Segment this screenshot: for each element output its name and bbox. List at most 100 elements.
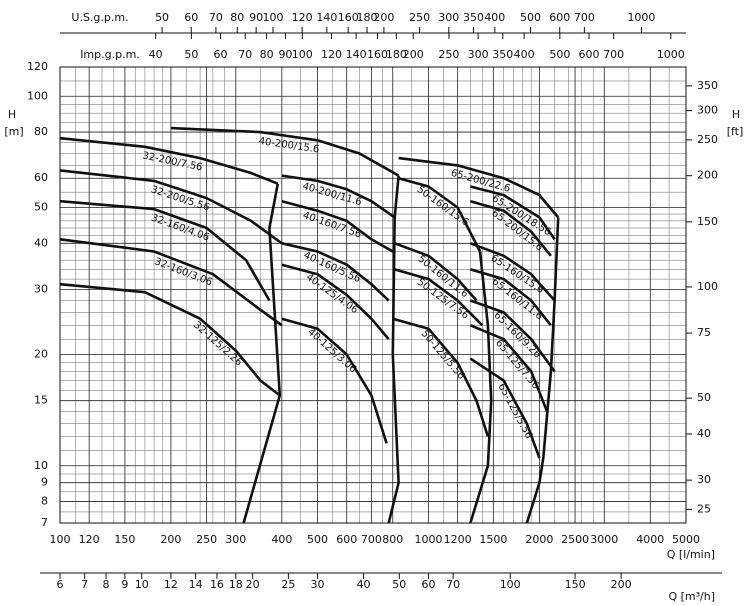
y2-tick-label: 30 — [697, 473, 711, 486]
top-tick-label: 140 — [346, 48, 367, 61]
pump-curve — [59, 238, 283, 327]
x-tick-label: 800 — [382, 533, 403, 546]
y2-tick-label: 350 — [697, 79, 718, 92]
y-tick-label: 30 — [34, 282, 48, 295]
x-tick-label: 300 — [225, 533, 246, 546]
pump-curve — [469, 242, 556, 302]
x-tick-label: 2000 — [525, 533, 553, 546]
top-tick-label: 500 — [549, 48, 570, 61]
x-tick-label: 500 — [307, 533, 328, 546]
top-tick-label: 80 — [230, 11, 244, 24]
limit-line — [242, 183, 282, 524]
x-tick-label: 5000 — [672, 533, 700, 546]
x-tick-label: 250 — [196, 533, 217, 546]
y2-tick-label: 75 — [697, 326, 711, 339]
top-tick-label: 160 — [338, 11, 359, 24]
y-tick-label: 100 — [27, 89, 48, 102]
top-tick-label: 1000 — [627, 11, 655, 24]
x-tick-label: 1500 — [479, 533, 507, 546]
top-tick-label: 120 — [321, 48, 342, 61]
y-tick-label: 8 — [41, 495, 48, 508]
limit-line — [469, 251, 493, 524]
top-tick-label: 300 — [468, 48, 489, 61]
x-tick-label: 120 — [79, 533, 100, 546]
pump-curve — [281, 174, 396, 219]
x2-tick-label: 8 — [103, 578, 110, 591]
top-tick-label: 80 — [260, 48, 274, 61]
pump-curve — [281, 263, 390, 341]
top-tick-label: 140 — [316, 11, 337, 24]
x2-tick-label: 70 — [446, 578, 460, 591]
top-tick-label: 50 — [184, 48, 198, 61]
x-tick-label: 200 — [160, 533, 181, 546]
x2-tick-label: 200 — [611, 578, 632, 591]
limit-line — [525, 217, 560, 524]
top-tick-label: 350 — [492, 48, 513, 61]
y2-tick-label: 25 — [697, 502, 711, 515]
y-tick-label: 120 — [27, 60, 48, 73]
top-tick-label: 90 — [278, 48, 292, 61]
x-tick-label: 600 — [336, 533, 357, 546]
y-axis-title: H — [8, 108, 16, 121]
x-tick-label: 1000 — [414, 533, 442, 546]
x2-tick-label: 60 — [421, 578, 435, 591]
x-tick-label: 2500 — [561, 533, 589, 546]
x2-tick-label: 16 — [210, 578, 224, 591]
top-tick-label: 1000 — [657, 48, 685, 61]
top-tick-label: 200 — [403, 48, 424, 61]
y2-tick-label: 200 — [697, 169, 718, 182]
y-tick-label: 7 — [41, 516, 48, 529]
top-tick-label: 180 — [386, 48, 407, 61]
x2-tick-label: 150 — [565, 578, 586, 591]
pump-curve — [469, 324, 549, 413]
plot-frame — [59, 66, 687, 524]
x2-tick-label: 18 — [229, 578, 243, 591]
top-tick-label: 160 — [367, 48, 388, 61]
pump-curve — [59, 169, 283, 245]
y2-tick-label: 300 — [697, 104, 718, 117]
top-tick-label: 250 — [409, 11, 430, 24]
x2-tick-label: 9 — [121, 578, 128, 591]
x2-tick-label: 6 — [57, 578, 64, 591]
pump-curve — [394, 268, 484, 327]
x2-tick-label: 30 — [311, 578, 325, 591]
y2-tick-label: 40 — [697, 427, 711, 440]
x-tick-label: 700 — [361, 533, 382, 546]
y-tick-label: 50 — [34, 200, 48, 213]
x2-tick-label: 50 — [392, 578, 406, 591]
y-tick-label: 15 — [34, 394, 48, 407]
top-tick-label: 70 — [238, 48, 252, 61]
pump-curve — [398, 176, 482, 253]
pump-curve — [470, 199, 552, 257]
pump-curve — [170, 126, 400, 177]
y-tick-label: 40 — [34, 236, 48, 249]
pump-curve — [281, 317, 388, 444]
limit-line — [387, 175, 400, 524]
x-tick-label: 400 — [271, 533, 292, 546]
top-tick-label: 400 — [514, 48, 535, 61]
pump-curve — [59, 282, 281, 397]
top-tick-label: 700 — [574, 11, 595, 24]
top-tick-label: 700 — [603, 48, 624, 61]
y2-tick-label: 100 — [697, 280, 718, 293]
y-tick-label: 9 — [41, 476, 48, 489]
x-axis-title: Q [l/min] — [667, 548, 715, 561]
y2-tick-label: 50 — [697, 391, 711, 404]
y2-axis-unit: [ft] — [727, 125, 744, 138]
top-tick-label: 180 — [357, 11, 378, 24]
x2-tick-label: 7 — [81, 578, 88, 591]
pump-curve — [281, 242, 390, 302]
top-tick-label: 350 — [463, 11, 484, 24]
top-tick-label: 600 — [549, 11, 570, 24]
y-tick-label: 20 — [34, 348, 48, 361]
x2-tick-label: 12 — [164, 578, 178, 591]
top-tick-label: 60 — [184, 11, 198, 24]
x2-tick-label: 25 — [281, 578, 295, 591]
y2-axis-title: H — [732, 108, 740, 121]
x2-tick-label: 100 — [500, 578, 521, 591]
top-tick-label: 300 — [438, 11, 459, 24]
y-tick-label: 60 — [34, 171, 48, 184]
x-tick-label: 150 — [114, 533, 135, 546]
